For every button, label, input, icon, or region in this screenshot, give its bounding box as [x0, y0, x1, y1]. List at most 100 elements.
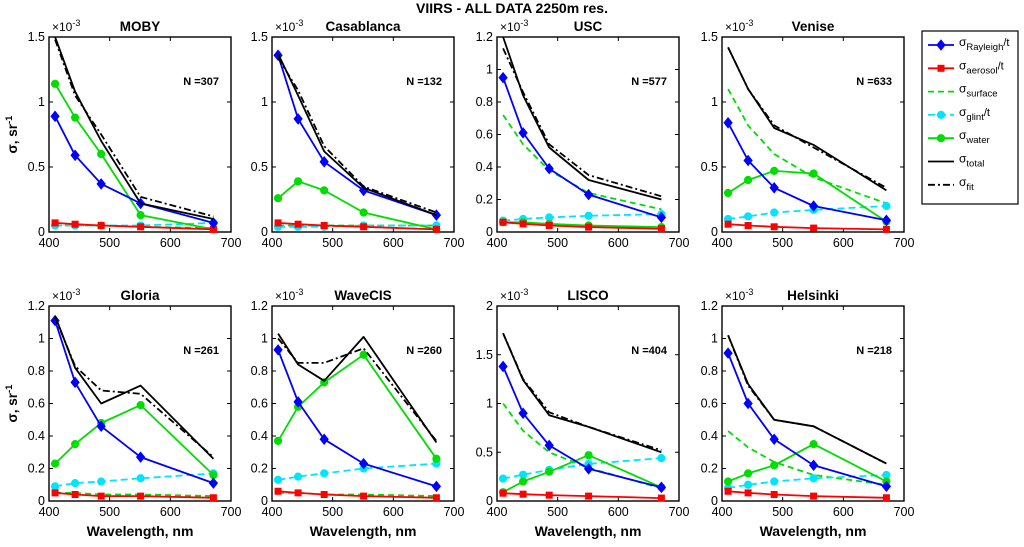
series-line-surface	[727, 88, 887, 205]
legend-label: σfit	[959, 175, 974, 193]
point-aerosol	[519, 490, 527, 498]
point-water	[723, 477, 733, 486]
y-tick-label: 0.2	[476, 193, 493, 207]
point-glint	[498, 474, 508, 483]
point-aerosol	[71, 220, 79, 228]
x-tick-label: 400	[712, 505, 733, 519]
x-tick-label: 700	[669, 236, 690, 250]
y-tick-label: 1.5	[28, 30, 45, 44]
legend-item-surface: σsurface	[928, 82, 998, 100]
point-rayleigh	[769, 433, 779, 446]
point-aerosol	[294, 220, 302, 228]
x-tick-label: 400	[712, 236, 733, 250]
y-tick-label: 1.2	[28, 299, 45, 313]
legend-item-glint: σglint/t	[928, 105, 990, 123]
y-tick-label: 0	[711, 494, 718, 508]
point-aerosol	[810, 492, 818, 500]
x-tick-label: 600	[833, 505, 854, 519]
point-rayleigh	[881, 214, 892, 227]
subplot-wavecis: 0 0.2 0.4 0.6 0.8 1 1.2 400 500 600 700 ×10-3 WaveCI…	[251, 287, 465, 539]
legend-subscript: Rayleigh	[966, 42, 1003, 53]
point-water	[770, 166, 779, 175]
legend-symbol: σ	[959, 58, 967, 72]
x-tick-label: 700	[444, 236, 465, 250]
x-tick-label: 400	[262, 505, 283, 519]
legend-subscript: total	[966, 159, 984, 170]
point-aerosol	[360, 492, 368, 500]
point-aerosol	[657, 494, 665, 502]
point-aerosol	[432, 225, 440, 233]
point-aerosol	[71, 491, 79, 498]
exponent-power: -3	[745, 18, 753, 28]
y-tick-label: 1.5	[701, 30, 718, 44]
x-tick-label: 700	[221, 236, 242, 250]
x-tick-label: 700	[221, 505, 242, 519]
y-tick-label: 1.2	[251, 299, 268, 313]
y-tick-label: 0.8	[701, 364, 718, 378]
subplot-title: Gloria	[120, 288, 160, 303]
series-line-total	[54, 36, 214, 220]
series-line-fit	[277, 57, 437, 214]
legend-item-fit: σfit	[928, 175, 974, 193]
y-tick-label: 1.5	[476, 348, 493, 362]
point-rayleigh	[583, 188, 594, 201]
point-rayleigh	[808, 459, 819, 472]
point-water	[359, 208, 368, 217]
point-glint	[273, 475, 283, 484]
x-tick-label: 500	[322, 505, 343, 519]
series-line-surface	[55, 491, 214, 497]
point-rayleigh	[808, 200, 819, 212]
x-tick-label: 600	[833, 236, 854, 250]
subplot-title: Casablanca	[325, 19, 401, 34]
series-line-fit	[277, 337, 438, 442]
point-rayleigh	[273, 344, 283, 356]
point-rayleigh	[544, 162, 554, 175]
y-tick-label: 1.2	[701, 299, 718, 313]
y-tick-label: 0.5	[251, 160, 268, 174]
point-glint	[518, 470, 528, 479]
series-line-fit	[727, 47, 887, 189]
legend-symbol: σ	[959, 175, 967, 189]
x-tick-label: 700	[444, 505, 465, 519]
point-water	[273, 194, 283, 203]
exponent-power: -3	[295, 287, 303, 297]
point-water	[518, 477, 528, 486]
point-rayleigh	[518, 127, 528, 139]
legend-item-water: σwater	[928, 128, 990, 146]
exponent-power: -3	[72, 18, 80, 28]
n-label: N =260	[406, 345, 442, 357]
x-tick-label: 500	[772, 505, 793, 519]
point-aerosol	[585, 223, 593, 231]
y-tick-label: 1	[38, 332, 45, 346]
subplot-title: WaveCIS	[334, 288, 391, 303]
point-water	[584, 451, 593, 460]
point-water	[97, 149, 106, 159]
legend-item-aerosol: σaerosol/t	[928, 58, 1004, 76]
y-tick-label: 0	[486, 225, 493, 239]
exponent-power: -3	[520, 287, 528, 297]
legend-subscript: surface	[966, 89, 997, 100]
x-tick-label: 600	[383, 505, 404, 519]
y-tick-label: 0.6	[251, 397, 268, 411]
y-tick-label: 1	[486, 63, 493, 77]
point-water	[136, 211, 145, 220]
x-axis-label: Wavelength, nm	[760, 523, 867, 539]
point-rayleigh	[881, 480, 892, 493]
legend-symbol: σ	[959, 105, 967, 119]
y-tick-label: 1	[261, 95, 268, 109]
y-tick-label: 0.4	[476, 160, 493, 174]
x-tick-label: 400	[39, 505, 60, 519]
point-water	[809, 169, 818, 178]
y-tick-label: 0.6	[476, 128, 493, 142]
point-glint	[136, 474, 145, 483]
n-label: N =577	[631, 76, 667, 88]
x-tick-label: 400	[39, 236, 60, 250]
point-glint	[657, 454, 666, 463]
point-aerosol	[770, 223, 778, 231]
figure-title: VIIRS - ALL DATA 2250m res.	[416, 0, 608, 16]
point-glint	[97, 477, 106, 486]
n-label: N =633	[856, 76, 892, 88]
point-glint	[770, 477, 779, 486]
x-tick-label: 600	[383, 236, 404, 250]
point-water	[50, 459, 60, 468]
